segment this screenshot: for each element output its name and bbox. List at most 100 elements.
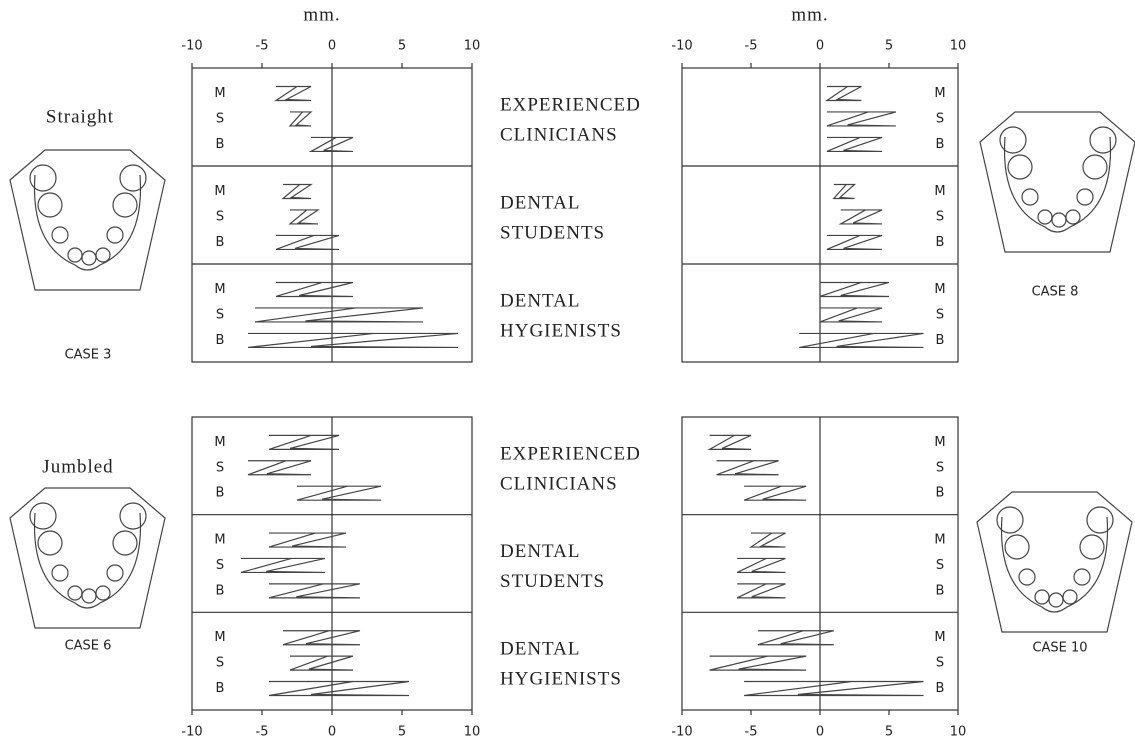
- group-label: HYGIENISTS: [500, 320, 622, 341]
- page: {"axis": {"unit": "mm.", "xlim": [-10, 1…: [0, 0, 1135, 746]
- group-label: DENTAL: [500, 541, 580, 562]
- row-label: S: [216, 558, 224, 573]
- x-tick-label: 5: [398, 39, 406, 54]
- range-sketch: [248, 461, 311, 475]
- x-tick-label: -10: [181, 725, 202, 740]
- x-tick-label: -5: [745, 39, 758, 54]
- range-sketch: [276, 235, 339, 249]
- range-sketch: [297, 486, 381, 500]
- row-label: S: [936, 656, 944, 671]
- row-label: M: [214, 282, 225, 297]
- arch-sketch: [980, 112, 1135, 252]
- row-label: S: [216, 307, 224, 322]
- x-tick-label: 5: [885, 725, 893, 740]
- group-label: STUDENTS: [500, 222, 605, 243]
- case-label: CASE 6: [65, 639, 112, 654]
- row-label: M: [214, 533, 225, 548]
- range-sketch: [751, 533, 786, 547]
- range-sketch: [737, 584, 785, 598]
- row-label: M: [934, 630, 945, 645]
- range-sketch: [269, 584, 360, 598]
- row-label: M: [934, 282, 945, 297]
- row-label: B: [216, 137, 225, 152]
- row-label: M: [934, 184, 945, 199]
- x-tick-label: -5: [256, 39, 269, 54]
- row-label: S: [216, 209, 224, 224]
- range-sketch: [827, 235, 882, 249]
- row-label: B: [216, 486, 225, 501]
- group-label: DENTAL: [500, 290, 580, 311]
- range-sketch: [276, 282, 353, 296]
- range-sketch: [834, 184, 855, 198]
- x-tick-label: 0: [328, 725, 336, 740]
- row-label: M: [934, 435, 945, 450]
- x-tick-label: 5: [398, 725, 406, 740]
- x-tick-label: 10: [464, 39, 481, 54]
- row-label: B: [936, 333, 945, 348]
- group-label: DENTAL: [500, 192, 580, 213]
- x-tick-label: 0: [816, 725, 824, 740]
- range-sketch: [283, 184, 311, 198]
- arch-sketch: [10, 150, 165, 290]
- row-label: B: [216, 333, 225, 348]
- row-label: M: [214, 86, 225, 101]
- range-sketch: [827, 112, 896, 126]
- arch-label: Straight: [46, 106, 114, 127]
- row-label: B: [936, 583, 945, 598]
- row-label: S: [936, 111, 944, 126]
- x-tick-label: -5: [256, 725, 269, 740]
- x-tick-label: -10: [671, 725, 692, 740]
- row-label: M: [214, 435, 225, 450]
- group-label: DENTAL: [500, 639, 580, 660]
- range-sketch: [248, 333, 458, 347]
- x-tick-label: 10: [950, 725, 967, 740]
- x-tick-label: -10: [181, 39, 202, 54]
- group-label: CLINICIANS: [500, 124, 618, 145]
- range-sketch: [290, 656, 353, 670]
- row-label: B: [936, 137, 945, 152]
- row-label: S: [216, 460, 224, 475]
- row-label: S: [936, 558, 944, 573]
- group-label: EXPERIENCED: [500, 443, 641, 464]
- arch-sketch: [977, 492, 1132, 632]
- case-label: CASE 3: [65, 348, 112, 363]
- row-label: S: [936, 460, 944, 475]
- group-label: CLINICIANS: [500, 473, 618, 494]
- row-label: B: [936, 486, 945, 501]
- row-label: S: [936, 307, 944, 322]
- range-sketch: [269, 435, 339, 449]
- range-sketch: [290, 210, 318, 224]
- row-label: M: [934, 533, 945, 548]
- x-tick-label: -10: [671, 39, 692, 54]
- range-sketch: [827, 86, 862, 100]
- x-tick-label: 0: [816, 39, 824, 54]
- row-label: S: [216, 111, 224, 126]
- x-tick-label: 0: [328, 39, 336, 54]
- row-label: B: [936, 681, 945, 696]
- x-tick-label: -5: [745, 725, 758, 740]
- range-sketch: [717, 461, 779, 475]
- range-sketch: [758, 631, 834, 645]
- range-sketch: [744, 682, 923, 696]
- group-label: EXPERIENCED: [500, 94, 641, 115]
- range-sketch: [276, 86, 311, 100]
- group-label: HYGIENISTS: [500, 669, 622, 690]
- x-tick-label: 10: [464, 725, 481, 740]
- range-sketch: [290, 112, 311, 126]
- figure: -10-50510mm.MSBMSBMSBCASE 3Straight-10-5…: [0, 0, 1135, 746]
- case-label: CASE 10: [1032, 641, 1087, 656]
- axis-unit: mm.: [791, 4, 828, 25]
- row-label: S: [216, 656, 224, 671]
- range-sketch: [283, 631, 360, 645]
- arch-sketch: [10, 488, 165, 628]
- group-label: STUDENTS: [500, 571, 605, 592]
- range-sketch: [841, 210, 882, 224]
- range-sketch: [820, 282, 889, 296]
- range-sketch: [269, 682, 409, 696]
- row-label: M: [214, 184, 225, 199]
- axis-unit: mm.: [303, 4, 340, 25]
- range-sketch: [820, 308, 882, 322]
- row-label: M: [214, 630, 225, 645]
- x-tick-label: 5: [885, 39, 893, 54]
- range-sketch: [710, 656, 807, 670]
